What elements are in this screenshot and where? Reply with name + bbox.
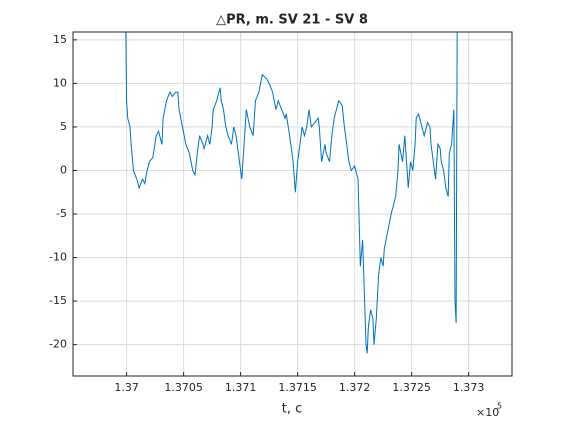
x-tick-label: 1.371	[225, 381, 257, 394]
y-tick-label: -10	[49, 251, 67, 264]
y-tick-label: -20	[49, 338, 67, 351]
chart-title: △PR, m. SV 21 - SV 8	[216, 13, 368, 28]
x-tick-label: 1.37	[114, 381, 139, 394]
y-tick-label: 5	[60, 120, 67, 133]
x-exponent-power: 5	[497, 402, 502, 411]
x-exponent-base: ×10	[476, 406, 499, 419]
y-tick-label: 0	[60, 163, 67, 176]
x-tick-label: 1.3705	[164, 381, 203, 394]
plot-area	[73, 32, 512, 376]
data-line	[125, 32, 458, 354]
y-tick-label: -15	[49, 294, 67, 307]
y-tick-label: -5	[56, 207, 67, 220]
x-tick-label: 1.3725	[392, 381, 431, 394]
x-tick-label: 1.3715	[278, 381, 317, 394]
y-tick-label: 10	[53, 76, 67, 89]
x-axis-label: t, c	[282, 402, 303, 417]
axes-box	[72, 31, 513, 377]
x-tick-label: 1.372	[339, 381, 371, 394]
y-tick-label: 15	[53, 33, 67, 46]
x-tick-label: 1.373	[453, 381, 485, 394]
